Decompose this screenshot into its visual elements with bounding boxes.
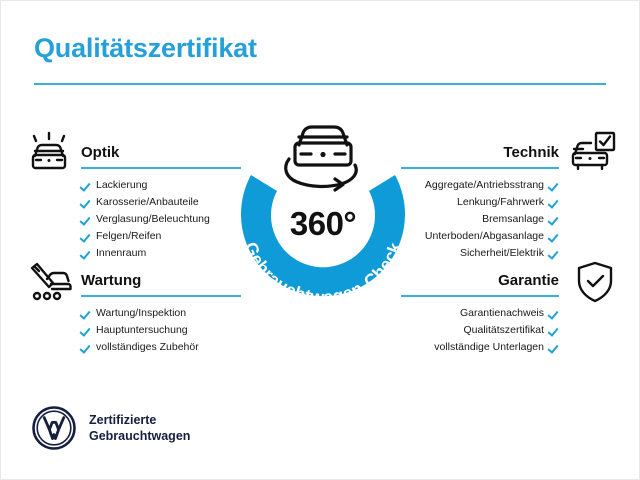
- list-item: Lackierung: [81, 177, 241, 194]
- check-icon: [81, 215, 91, 225]
- check-icon: [549, 181, 559, 191]
- list-item: Garantienachweis: [401, 305, 559, 322]
- shield-check-icon: [571, 259, 619, 305]
- car-checkbox-icon: [569, 129, 617, 175]
- list-item-label: Bremsanlage: [482, 213, 544, 225]
- list-item-label: Verglasung/Beleuchtung: [96, 213, 210, 225]
- list-item: Lenkung/Fahrwerk: [401, 194, 559, 211]
- section-header: Garantie: [401, 263, 559, 297]
- check-icon: [549, 232, 559, 242]
- section-title: Wartung: [81, 272, 142, 289]
- check-icon: [81, 198, 91, 208]
- section-header: Technik: [401, 135, 559, 169]
- badge-ring: [240, 175, 405, 297]
- list-item-label: vollständige Unterlagen: [434, 341, 544, 353]
- section-divider: [81, 167, 241, 169]
- 360-check-badge: Gebrauchtwagen-Check 360°: [223, 109, 423, 319]
- check-icon: [81, 343, 91, 353]
- section-garantie: Garantie Garantienachweis Qualitätszerti…: [401, 263, 559, 356]
- volkswagen-logo: [32, 406, 76, 450]
- badge-degree-label: 360°: [289, 205, 357, 242]
- list-item-label: vollständiges Zubehör: [96, 341, 199, 353]
- list-item: Wartung/Inspektion: [81, 305, 241, 322]
- list-item-label: Qualitätszertifikat: [463, 324, 544, 336]
- checklist: Lackierung Karosserie/Anbauteile Verglas…: [81, 169, 241, 262]
- section-title: Optik: [81, 144, 120, 161]
- list-item-label: Lenkung/Fahrwerk: [457, 196, 544, 208]
- list-item: Qualitätszertifikat: [401, 322, 559, 339]
- check-icon: [549, 309, 559, 319]
- section-header: Optik: [81, 135, 241, 169]
- list-item-label: Wartung/Inspektion: [96, 307, 187, 319]
- check-icon: [549, 198, 559, 208]
- check-icon: [549, 249, 559, 259]
- check-icon: [81, 309, 91, 319]
- section-divider: [401, 295, 559, 297]
- section-wartung: Wartung Wartung/Inspektion Hauptuntersuc…: [81, 263, 241, 356]
- check-icon: [81, 249, 91, 259]
- list-item: Innenraum: [81, 245, 241, 262]
- list-item: Unterboden/Abgasanlage: [401, 228, 559, 245]
- list-item-label: Hauptuntersuchung: [96, 324, 188, 336]
- check-icon: [81, 326, 91, 336]
- section-title: Garantie: [498, 272, 559, 289]
- list-item-label: Karosserie/Anbauteile: [96, 196, 199, 208]
- check-icon: [81, 232, 91, 242]
- wrench-car-icon: [25, 259, 73, 305]
- list-item: Verglasung/Beleuchtung: [81, 211, 241, 228]
- section-optik: Optik Lackierung Karosserie/Anbauteile V…: [81, 135, 241, 262]
- footer-brand-text: Zertifizierte Gebrauchtwagen: [89, 413, 191, 443]
- list-item-label: Sicherheit/Elektrik: [459, 247, 544, 259]
- check-icon: [81, 181, 91, 191]
- list-item: vollständiges Zubehör: [81, 339, 241, 356]
- check-icon: [549, 343, 559, 353]
- page-title: Qualitätszertifikat: [34, 33, 257, 63]
- footer-brand-lockup: Zertifizierte Gebrauchtwagen: [31, 405, 190, 451]
- list-item-label: Unterboden/Abgasanlage: [424, 230, 544, 242]
- check-icon: [549, 326, 559, 336]
- section-divider: [81, 295, 241, 297]
- list-item-label: Innenraum: [96, 247, 147, 259]
- check-icon: [549, 215, 559, 225]
- list-item-label: Lackierung: [96, 179, 148, 191]
- badge-ring-graphic: Gebrauchtwagen-Check: [240, 125, 405, 307]
- list-item: Bremsanlage: [401, 211, 559, 228]
- list-item-label: Garantienachweis: [459, 307, 544, 319]
- checklist: Aggregate/Antriebsstrang Lenkung/Fahrwer…: [401, 169, 559, 262]
- title-divider: [34, 83, 606, 85]
- section-divider: [401, 167, 559, 169]
- list-item: Felgen/Reifen: [81, 228, 241, 245]
- list-item-label: Aggregate/Antriebsstrang: [424, 179, 544, 191]
- section-header: Wartung: [81, 263, 241, 297]
- list-item-label: Felgen/Reifen: [96, 230, 162, 242]
- section-title: Technik: [503, 144, 559, 161]
- list-item: Karosserie/Anbauteile: [81, 194, 241, 211]
- list-item: Sicherheit/Elektrik: [401, 245, 559, 262]
- car-rotate-icon: [284, 125, 358, 192]
- checklist: Wartung/Inspektion Hauptuntersuchung vol…: [81, 297, 241, 356]
- list-item: Aggregate/Antriebsstrang: [401, 177, 559, 194]
- checklist: Garantienachweis Qualitätszertifikat vol…: [401, 297, 559, 356]
- car-shine-icon: [25, 129, 73, 175]
- list-item: Hauptuntersuchung: [81, 322, 241, 339]
- section-technik: Technik Aggregate/Antriebsstrang Lenkung…: [401, 135, 559, 262]
- list-item: vollständige Unterlagen: [401, 339, 559, 356]
